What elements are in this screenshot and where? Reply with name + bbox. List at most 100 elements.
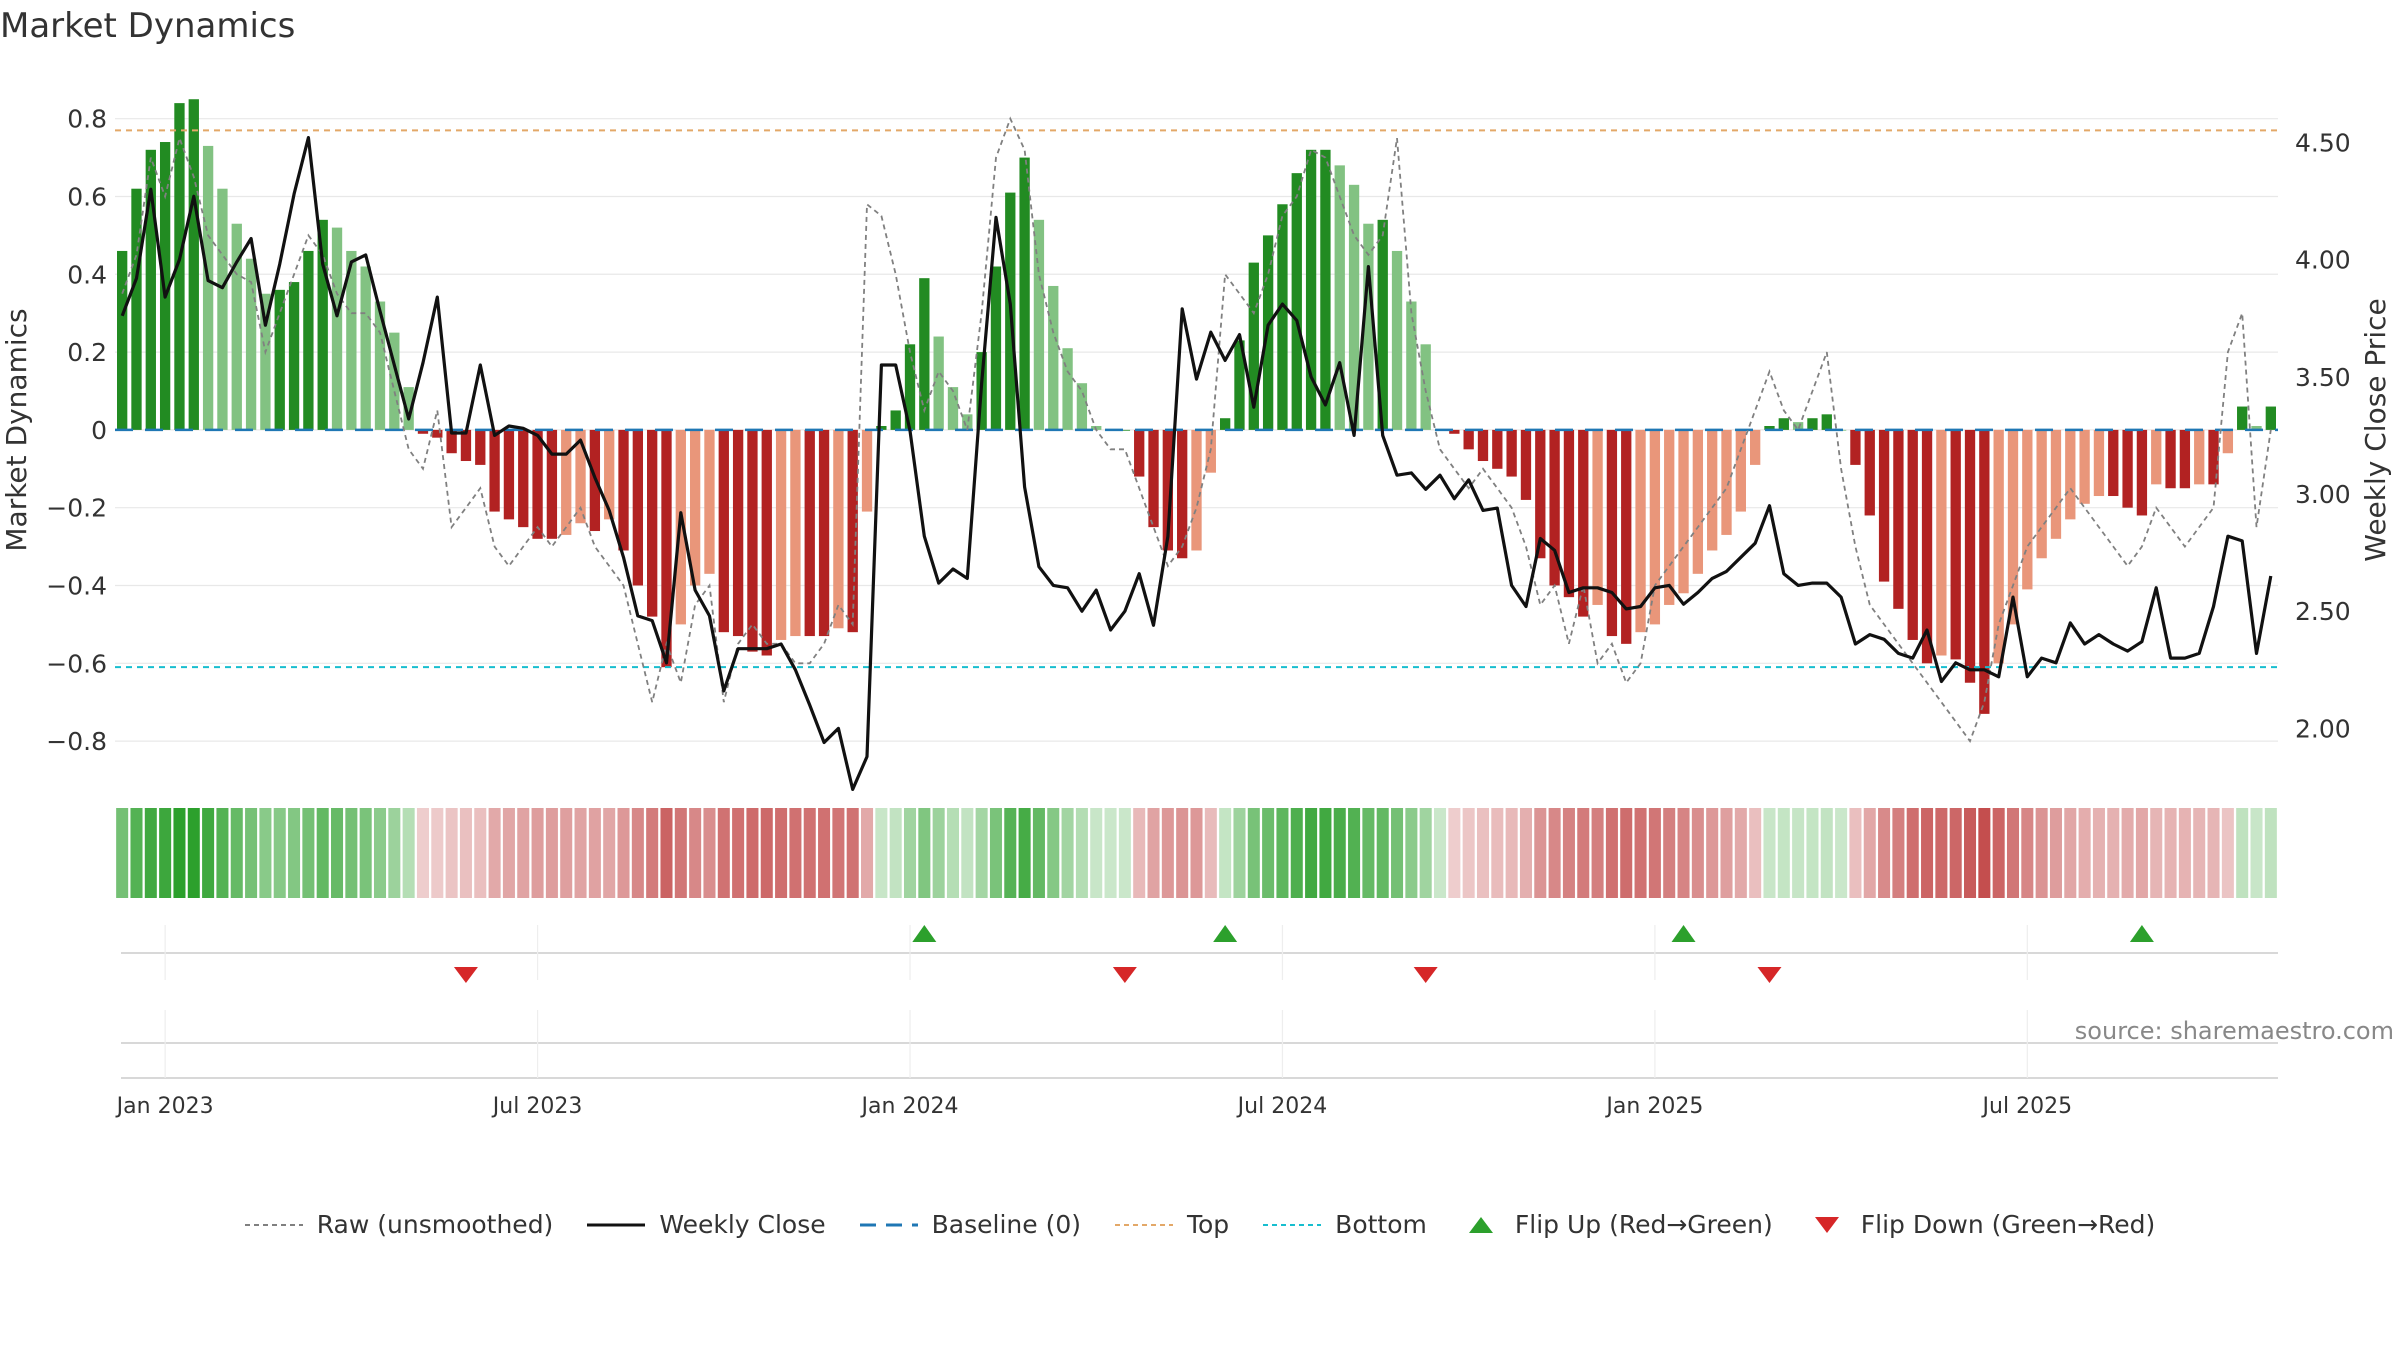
- y-tick-label: 0.4: [67, 260, 107, 289]
- regime-cell: [789, 808, 802, 898]
- regime-cell: [1104, 808, 1117, 898]
- dynamics-bar: [1907, 429, 1918, 640]
- raw-line: [121, 116, 2272, 743]
- dynamics-bar: [174, 103, 185, 430]
- dynamics-bar: [2036, 429, 2047, 559]
- legend: Raw (unsmoothed) Weekly Close Baseline (…: [0, 1210, 2400, 1239]
- legend-flip-up: Flip Up (Red→Green): [1461, 1210, 1773, 1239]
- dynamics-bar: [704, 429, 715, 574]
- regime-cell: [2150, 808, 2163, 898]
- dynamics-bar: [1606, 429, 1618, 637]
- y2-tick-label: 3.00: [2295, 480, 2351, 509]
- regime-cell: [202, 808, 215, 898]
- dynamics-bar: [1062, 348, 1073, 430]
- y2-tick-label: 2.50: [2295, 597, 2351, 626]
- regime-cell: [2207, 808, 2220, 898]
- regime-cell: [775, 808, 788, 898]
- legend-flip-up-label: Flip Up (Red→Green): [1514, 1210, 1773, 1239]
- flip-down-marker: [1112, 967, 1137, 983]
- dynamics-bar: [303, 250, 314, 430]
- regime-cell: [1305, 808, 1318, 898]
- regime-cell: [1519, 808, 1532, 898]
- flip-down-marker: [1757, 967, 1782, 983]
- regime-cell: [345, 808, 358, 898]
- dynamics-bar: [202, 145, 214, 430]
- regime-cell: [474, 808, 487, 898]
- dynamics-bar: [518, 429, 529, 528]
- legend-raw: Raw (unsmoothed): [244, 1210, 553, 1239]
- regime-cell: [1820, 808, 1833, 898]
- regime-cell: [1247, 808, 1260, 898]
- source-note: source: sharemaestro.com: [2074, 1017, 2394, 1045]
- flip-up-marker: [2129, 925, 2154, 942]
- flip-up-marker: [912, 925, 937, 942]
- dynamics-bar: [1721, 429, 1732, 535]
- legend-close: Weekly Close: [587, 1210, 826, 1239]
- regime-cell: [1777, 808, 1790, 898]
- regime-cell: [1706, 808, 1719, 898]
- regime-cell: [416, 808, 429, 898]
- y2-axis-label: Weekly Close Price: [2359, 298, 2392, 561]
- axes: 0.8 0.6 0.4 0.2 0 −0.2 −0.4 −0.6 −0.8 4.50 4.00 3.5…: [46, 105, 2350, 756]
- dynamics-bar: [575, 429, 586, 524]
- x-tick-label: Jul 2023: [491, 1094, 583, 1119]
- dynamics-bar: [1993, 429, 2004, 664]
- dynamics-bar: [1635, 429, 1646, 633]
- flip-up-marker: [1671, 925, 1696, 942]
- dynamics-bar: [1520, 429, 1532, 500]
- dynamics-bar: [346, 250, 357, 430]
- dynamics-bar: [761, 429, 772, 656]
- dynamics-bar: [503, 429, 515, 520]
- flip-markers-panel: [121, 925, 2278, 983]
- regime-cell: [660, 808, 673, 898]
- regime-cell: [1591, 808, 1604, 898]
- dynamics-bar: [145, 149, 156, 430]
- reference-lines: [115, 129, 2278, 669]
- dynamics-bar: [1563, 429, 1575, 598]
- dynamics-bar: [460, 429, 472, 462]
- dynamics-bar: [117, 250, 128, 430]
- dynamics-bar: [217, 188, 228, 430]
- dynamics-bar: [532, 429, 543, 539]
- dynamics-bar: [432, 429, 443, 438]
- x-tick-label: Jul 2024: [1236, 1094, 1328, 1119]
- dynamics-bar: [804, 429, 815, 637]
- dynamics-bar: [274, 289, 285, 430]
- regime-cell: [187, 808, 200, 898]
- dynamics-bar: [1707, 429, 1718, 551]
- regime-cell: [359, 808, 372, 898]
- dynamics-bar: [1219, 418, 1231, 430]
- y-tick-label: −0.2: [46, 494, 107, 523]
- regime-cell: [144, 808, 157, 898]
- dynamics-bar: [1234, 340, 1245, 430]
- dynamics-bar: [1162, 429, 1174, 551]
- regime-cell: [402, 808, 415, 898]
- regime-cell: [818, 808, 831, 898]
- dynamics-bar: [1305, 149, 1317, 430]
- regime-cell: [2121, 808, 2134, 898]
- regime-cell: [946, 808, 959, 898]
- regime-cell: [1720, 808, 1733, 898]
- regime-cell: [1863, 808, 1876, 898]
- dynamics-bar: [861, 429, 873, 512]
- dynamics-bar: [1320, 149, 1331, 430]
- regime-cell: [1204, 808, 1217, 898]
- dynamics-bar: [904, 344, 916, 430]
- regime-cell: [373, 808, 387, 898]
- regime-cell: [1849, 808, 1862, 898]
- legend-top-label: Top: [1186, 1210, 1230, 1239]
- dynamics-bar: [245, 258, 257, 430]
- regime-cell: [1964, 808, 1977, 898]
- regime-cell: [545, 808, 558, 898]
- dynamics-bar: [2265, 406, 2276, 430]
- regime-cell: [1319, 808, 1332, 898]
- dynamics-bar: [374, 301, 386, 430]
- dynamics-bar: [417, 429, 429, 434]
- dynamics-bar: [661, 429, 672, 668]
- regime-cell: [288, 808, 301, 898]
- dynamics-bar: [231, 223, 242, 430]
- dynamics-bar: [446, 429, 457, 454]
- regime-cell: [445, 808, 458, 898]
- dynamics-bar: [1664, 429, 1675, 605]
